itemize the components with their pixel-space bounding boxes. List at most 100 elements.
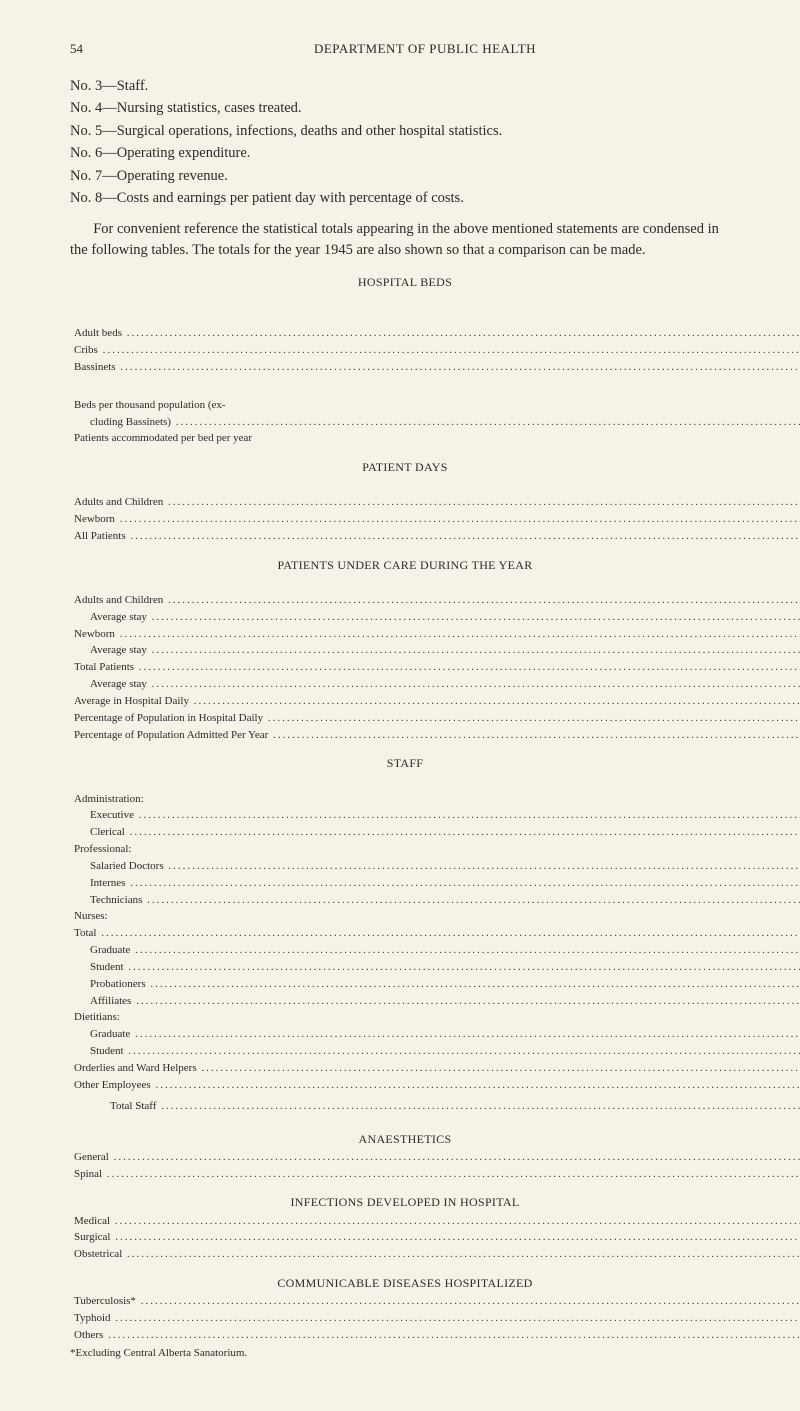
- communicable-table: Tuberculosis*561585 Typhoid3235 Others1,…: [70, 1293, 800, 1344]
- table-row: Surgical110122: [70, 1229, 800, 1246]
- table-row: Salaried Doctors3031: [70, 858, 800, 875]
- staff-table: 19461945 Administration: Executive106103…: [70, 774, 800, 1119]
- infections-table: Medical4786 Surgical110122 Obstetrical11…: [70, 1213, 800, 1264]
- patient-days-title: PATIENT DAYS: [70, 459, 740, 475]
- row-label: Average stay: [70, 609, 800, 626]
- row-label: Surgical: [70, 1229, 800, 1246]
- totals-row: 6032638059036178: [70, 380, 800, 397]
- table-row: Average stay9.09.3: [70, 609, 800, 626]
- row-label: Student: [70, 1043, 800, 1060]
- page-number: 54: [70, 40, 110, 58]
- table-row: All Patients1,616,6981,499,029: [70, 528, 800, 545]
- row-label: Internes: [70, 875, 800, 892]
- table-row: Clerical266243: [70, 824, 800, 841]
- list-item: No. 7—Operating revenue.: [70, 166, 740, 187]
- row-label: Beds per thousand population (ex-: [70, 397, 800, 414]
- table-row: Others1,3821,608: [70, 1327, 800, 1344]
- patient-days-table: 19461945 Adults and Children1,405,8201,3…: [70, 477, 800, 544]
- table-row: Spinal10,2199,403: [70, 1166, 800, 1183]
- hospital-beds-title: HOSPITAL BEDS: [70, 274, 740, 290]
- group-heading: Administration:: [70, 791, 800, 808]
- table-row: cluding Bassinets)6.46.76.16.2: [70, 414, 800, 431]
- row-label: Adult beds: [70, 325, 800, 342]
- table-row: Percentage of Population in Hospital Dai…: [70, 710, 800, 727]
- table-row: Other Employees1,4181,348: [70, 1077, 800, 1094]
- table-row: Adults and Children1,405,8201,309,466: [70, 494, 800, 511]
- table-row: Beds per thousand population (ex-: [70, 397, 800, 414]
- communicable-title: COMMUNICABLE DISEASES HOSPITALIZED: [70, 1275, 740, 1291]
- table-row: Adults and Children140,634125,666: [70, 592, 800, 609]
- row-label: General: [70, 1149, 800, 1166]
- infections-title: INFECTIONS DEVELOPED IN HOSPITAL: [70, 1194, 740, 1210]
- row-label: Student: [70, 959, 800, 976]
- row-label: Newborn: [70, 626, 800, 643]
- table-row: Patients accommodated per bed per year..…: [70, 430, 800, 447]
- table-row: Newborn20,76118,242: [70, 626, 800, 643]
- table-row: Internes6121: [70, 875, 800, 892]
- table-row: Graduate927829: [70, 942, 800, 959]
- anaesthetics-table: General30,88233,131 Spinal10,2199,403: [70, 1149, 800, 1183]
- table-row: Percentage of Population Admitted Per Ye…: [70, 727, 800, 744]
- page-header: 54 DEPARTMENT OF PUBLIC HEALTH: [70, 40, 740, 58]
- row-label: Patients accommodated per bed per year: [70, 430, 800, 447]
- table-row: Total Patients161,395143,908: [70, 659, 800, 676]
- table-row: Average in Hospital Daily4,4234,107: [70, 693, 800, 710]
- row-label: Technicians: [70, 892, 800, 909]
- row-label: Obstetrical: [70, 1246, 800, 1263]
- row-label: Total Patients: [70, 659, 800, 676]
- row-label: Average stay: [70, 642, 800, 659]
- row-label: Probationers: [70, 976, 800, 993]
- hospital-beds-table: 1946 1945 Capacity Complement Capacity C…: [70, 292, 800, 447]
- item-list: No. 3—Staff. No. 4—Nursing statistics, c…: [70, 76, 740, 209]
- list-item: No. 8—Costs and earnings per patient day…: [70, 188, 740, 209]
- staff-title: STAFF: [70, 755, 740, 771]
- list-item: No. 5—Surgical operations, infections, d…: [70, 121, 740, 142]
- row-label: Percentage of Population Admitted Per Ye…: [70, 727, 800, 744]
- row-label: Graduate: [70, 942, 800, 959]
- row-label: Medical: [70, 1213, 800, 1230]
- table-row: Total1,9531,854: [70, 925, 800, 942]
- row-label: Total: [70, 925, 800, 942]
- header-title: DEPARTMENT OF PUBLIC HEALTH: [110, 40, 740, 58]
- table-row: Medical4786: [70, 1213, 800, 1230]
- row-label: Average in Hospital Daily: [70, 693, 800, 710]
- group-heading: Dietitians:: [70, 1009, 800, 1026]
- table-row: Orderlies and Ward Helpers565368: [70, 1060, 800, 1077]
- table-row: Technicians117116: [70, 892, 800, 909]
- row-label: Graduate: [70, 1026, 800, 1043]
- list-item: No. 4—Nursing statistics, cases treated.: [70, 98, 740, 119]
- total-row: Total Staff4,5423,742: [70, 1098, 800, 1115]
- row-label: Total Staff: [70, 1098, 800, 1115]
- patients-under-care-table: 19461945 Adults and Children140,634125,6…: [70, 575, 800, 743]
- table-row: General30,88233,131: [70, 1149, 800, 1166]
- row-label: Others: [70, 1327, 800, 1344]
- table-row: Student781739: [70, 959, 800, 976]
- row-label: Newborn: [70, 511, 800, 528]
- table-row: Affiliates2165: [70, 993, 800, 1010]
- row-label: Tuberculosis*: [70, 1293, 800, 1310]
- table-row: Typhoid3235: [70, 1310, 800, 1327]
- list-item: No. 6—Operating expenditure.: [70, 143, 740, 164]
- group-heading: Nurses:: [70, 908, 800, 925]
- table-row: Bassinets8921015863956: [70, 359, 800, 376]
- row-label: Percentage of Population in Hospital Dai…: [70, 710, 800, 727]
- table-row: Student66: [70, 1043, 800, 1060]
- row-label: Clerical: [70, 824, 800, 841]
- row-label: Typhoid: [70, 1310, 800, 1327]
- row-label: Other Employees: [70, 1077, 800, 1094]
- table-row: Graduate2017: [70, 1026, 800, 1043]
- table-row: Adult beds4676482245884720: [70, 325, 800, 342]
- list-item: No. 3—Staff.: [70, 76, 740, 97]
- row-label: Cribs: [70, 342, 800, 359]
- row-label: Salaried Doctors: [70, 858, 800, 875]
- table-row: Average stay9.29.4: [70, 676, 800, 693]
- table-row: Obstetrical11095: [70, 1246, 800, 1263]
- group-heading: Professional:: [70, 841, 800, 858]
- footnote: *Excluding Central Alberta Sanatorium.: [70, 1346, 740, 1361]
- table-row: Cribs464543452502: [70, 342, 800, 359]
- row-label: Orderlies and Ward Helpers: [70, 1060, 800, 1077]
- table-row: Newborn210,878189,563: [70, 511, 800, 528]
- row-label: Bassinets: [70, 359, 800, 376]
- row-label: All Patients: [70, 528, 800, 545]
- row-label: Adults and Children: [70, 494, 800, 511]
